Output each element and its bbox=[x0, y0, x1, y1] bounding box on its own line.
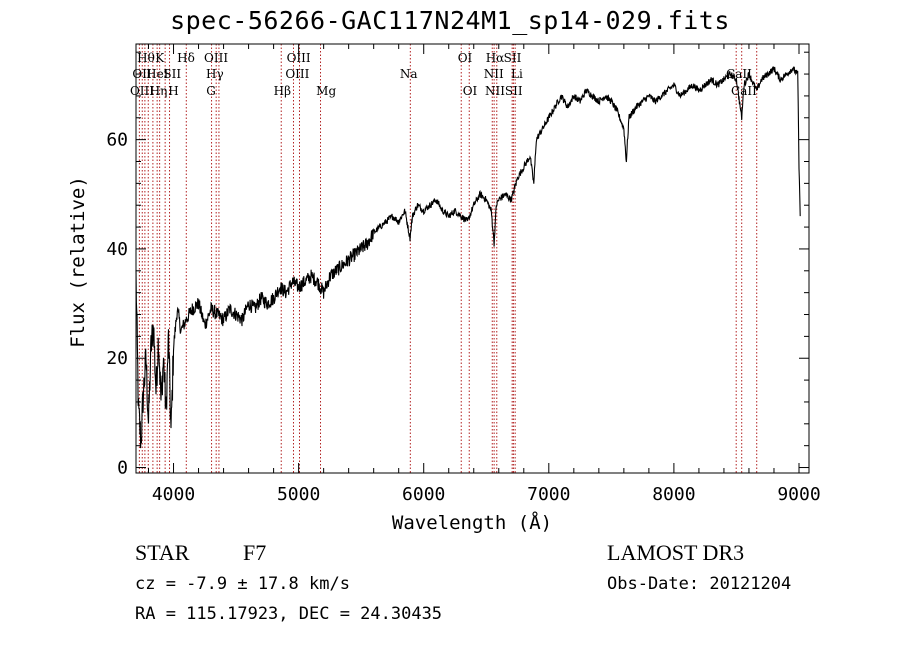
flux-series bbox=[135, 66, 801, 449]
y-tick-label: 20 bbox=[106, 348, 128, 369]
line-label: Na bbox=[400, 67, 418, 81]
plot-frame bbox=[135, 43, 810, 474]
line-label: G bbox=[206, 84, 216, 98]
line-label: SII bbox=[163, 67, 181, 81]
chart-title: spec-56266-GAC117N24M1_sp14-029.fits bbox=[170, 6, 730, 35]
object-subclass: F7 bbox=[243, 540, 267, 565]
line-label: Hγ bbox=[206, 67, 224, 81]
line-label: NII bbox=[485, 84, 505, 98]
x-tick-label: 9000 bbox=[777, 484, 820, 505]
line-label: H bbox=[168, 84, 178, 98]
line-label: Hη bbox=[150, 84, 168, 98]
line-label: NII bbox=[484, 67, 504, 81]
line-label: Hα bbox=[486, 51, 505, 65]
flux-line bbox=[135, 66, 801, 449]
line-label: OI bbox=[463, 84, 478, 98]
y-tick-label: 0 bbox=[117, 458, 128, 479]
line-label: OIII bbox=[287, 51, 311, 65]
line-label: OII bbox=[132, 67, 152, 81]
line-label: Hδ bbox=[177, 51, 195, 65]
observation-date: Obs-Date: 20121204 bbox=[607, 574, 792, 594]
line-label: HeI bbox=[146, 67, 169, 81]
x-axis-ticks: 4000 5000 6000 7000 8000 9000 bbox=[148, 44, 821, 505]
line-label: SII bbox=[504, 51, 522, 65]
object-class: STAR bbox=[135, 540, 190, 565]
line-label: SII bbox=[505, 84, 523, 98]
line-label: OI bbox=[458, 51, 473, 65]
line-label: Hβ bbox=[274, 84, 291, 98]
spectral-line-markers bbox=[138, 44, 758, 473]
plot-border bbox=[135, 43, 810, 474]
y-axis-ticks: 0 20 40 60 bbox=[106, 51, 809, 479]
x-tick-label: 4000 bbox=[152, 484, 195, 505]
y-axis-label: Flux (relative) bbox=[67, 176, 89, 348]
line-label: OIII bbox=[204, 51, 228, 65]
line-label: OIII bbox=[285, 67, 309, 81]
line-label: Li bbox=[511, 67, 523, 81]
y-tick-label: 40 bbox=[106, 239, 128, 260]
y-tick-label: 60 bbox=[106, 130, 128, 151]
x-tick-label: 8000 bbox=[652, 484, 695, 505]
x-tick-label: 5000 bbox=[277, 484, 320, 505]
x-tick-label: 7000 bbox=[527, 484, 570, 505]
x-tick-label: 6000 bbox=[402, 484, 445, 505]
x-axis-label: Wavelength (Å) bbox=[392, 511, 552, 534]
line-label: K bbox=[155, 51, 165, 65]
ra-dec-coordinates: RA = 115.17923, DEC = 24.30435 bbox=[135, 604, 443, 624]
redshift-velocity: cz = -7.9 ± 17.8 km/s bbox=[135, 574, 350, 594]
survey-name: LAMOST DR3 bbox=[607, 540, 745, 565]
line-label: Mg bbox=[316, 84, 336, 98]
line-label: Hθ bbox=[137, 51, 155, 65]
